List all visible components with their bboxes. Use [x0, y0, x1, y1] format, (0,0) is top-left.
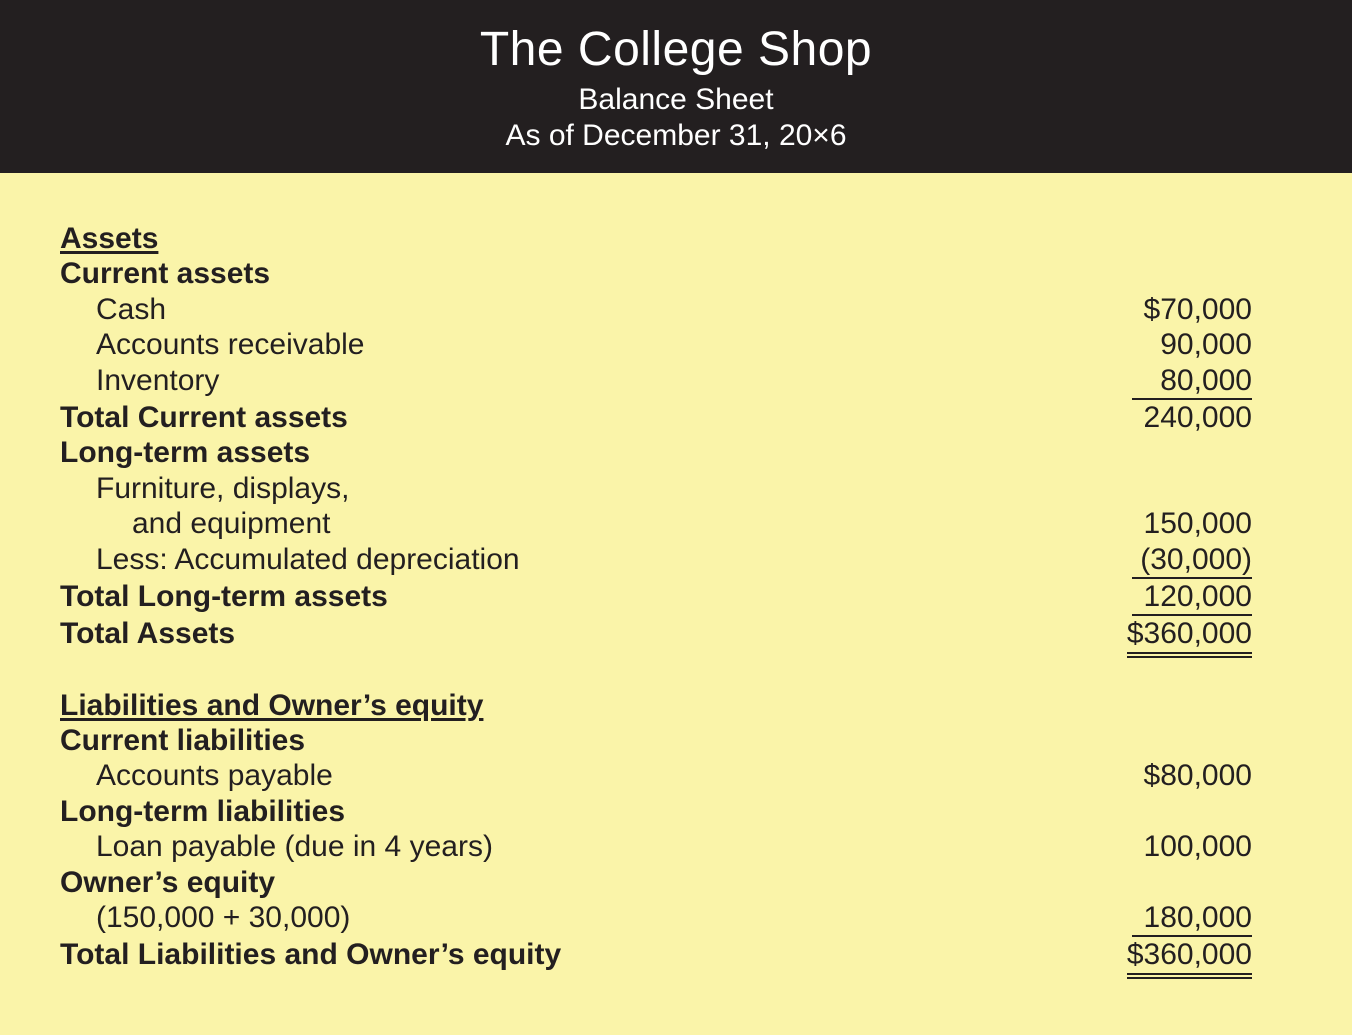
furniture-label-line2: and equipment — [60, 506, 1082, 541]
owners-equity-heading: Owner’s equity — [60, 865, 1252, 900]
total-longterm-assets-value: 120,000 — [1132, 579, 1252, 616]
balance-sheet: The College Shop Balance Sheet As of Dec… — [0, 0, 1352, 1035]
liab-equity-heading: Liabilities and Owner’s equity — [60, 688, 1252, 723]
total-assets-value: $360,000 — [1127, 616, 1252, 653]
company-name: The College Shop — [0, 22, 1352, 77]
owners-equity-calc: (150,000 + 30,000) — [60, 900, 1082, 935]
current-assets-heading: Current assets — [60, 256, 1252, 291]
total-longterm-assets-label: Total Long-term assets — [60, 579, 1082, 614]
total-assets-label: Total Assets — [60, 616, 1082, 651]
total-liab-equity-value: $360,000 — [1127, 937, 1252, 974]
cash-label: Cash — [60, 292, 1082, 327]
loan-label: Loan payable (due in 4 years) — [60, 829, 1082, 864]
total-liab-equity-label: Total Liabilities and Owner’s equity — [60, 937, 1082, 972]
report-body: Assets Current assets Cash $70,000 Accou… — [0, 173, 1352, 1035]
total-current-assets-value: 240,000 — [1132, 400, 1252, 435]
furniture-value: 150,000 — [1132, 506, 1252, 541]
depreciation-value: (30,000) — [1132, 542, 1252, 579]
longterm-liabilities-heading: Long-term liabilities — [60, 794, 1252, 829]
current-liabilities-heading: Current liabilities — [60, 723, 1252, 758]
longterm-assets-heading: Long-term assets — [60, 435, 1252, 470]
header: The College Shop Balance Sheet As of Dec… — [0, 0, 1352, 173]
assets-heading: Assets — [60, 221, 1252, 256]
ap-label: Accounts payable — [60, 758, 1082, 793]
ap-value: $80,000 — [1132, 758, 1252, 793]
report-date: As of December 31, 20×6 — [0, 119, 1352, 153]
inventory-value: 80,000 — [1132, 363, 1252, 400]
cash-value: $70,000 — [1132, 292, 1252, 327]
owners-equity-value: 180,000 — [1132, 900, 1252, 937]
ar-label: Accounts receivable — [60, 327, 1082, 362]
inventory-label: Inventory — [60, 363, 1082, 398]
total-current-assets-label: Total Current assets — [60, 400, 1082, 435]
report-type: Balance Sheet — [0, 83, 1352, 117]
ar-value: 90,000 — [1132, 327, 1252, 362]
loan-value: 100,000 — [1132, 829, 1252, 864]
depreciation-label: Less: Accumulated depreciation — [60, 542, 1082, 577]
furniture-label-line1: Furniture, displays, — [60, 471, 1252, 506]
